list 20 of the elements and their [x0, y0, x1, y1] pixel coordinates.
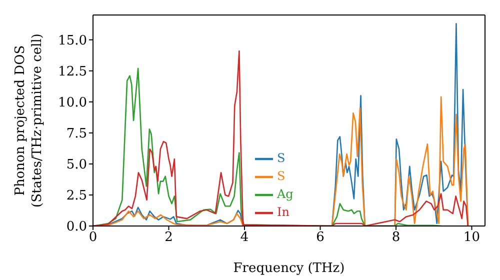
line-series: [93, 68, 442, 226]
legend-label: S: [277, 151, 286, 166]
legend-label: Ag: [277, 187, 294, 202]
x-axis-title: Frequency (THz): [233, 261, 345, 276]
legend-label: S: [277, 169, 286, 184]
y-axis-title: Phonon projected DOS (States/THz·primitive cell): [13, 33, 45, 208]
x-tick-label: 0: [88, 230, 98, 246]
y-tick-label: 2.5: [66, 188, 87, 204]
x-tick-label: 2: [164, 230, 173, 246]
y-tick-label: 10.0: [58, 95, 87, 110]
y-tick-label: 0.0: [66, 220, 87, 235]
y-tick-label: 12.5: [58, 64, 87, 80]
y-tick-label: 5.0: [66, 158, 87, 173]
y-tick-label: 15.0: [58, 33, 87, 48]
x-tick-label: 8: [392, 230, 400, 246]
x-tick-label: 4: [240, 230, 249, 246]
legend-label: In: [277, 205, 290, 220]
y-tick-label: 7.5: [66, 126, 87, 142]
x-tick-label: 10: [463, 230, 480, 246]
x-tick-label: 6: [316, 230, 324, 246]
